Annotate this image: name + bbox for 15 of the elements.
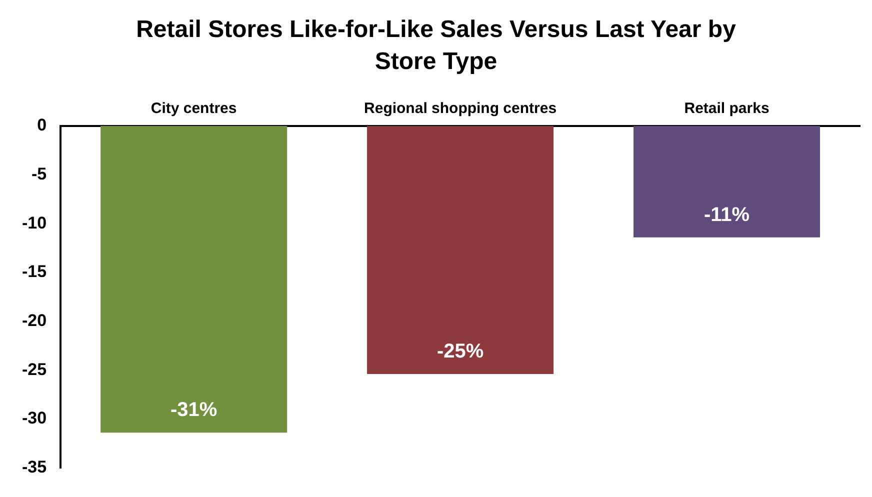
data-label: -25% bbox=[436, 340, 484, 363]
chart-title: Retail Stores Like-for-Like Sales Versus Last Year by Store Type bbox=[136, 15, 736, 77]
x-tick-label: City centres bbox=[150, 100, 237, 118]
y-tick-label: -15 bbox=[22, 262, 47, 282]
y-tick-label: -10 bbox=[22, 213, 47, 232]
x-tick-label: Regional shopping centres bbox=[364, 100, 557, 118]
y-tick-label: -35 bbox=[22, 457, 47, 476]
y-tick-label: -30 bbox=[22, 408, 47, 428]
x-tick-label: Retail parks bbox=[684, 100, 770, 118]
data-label: -11% bbox=[704, 204, 750, 226]
data-label: -31% bbox=[170, 399, 218, 422]
y-tick-label: -20 bbox=[22, 311, 47, 330]
y-tick-label: 0 bbox=[37, 116, 47, 135]
y-tick-label: -25 bbox=[22, 360, 47, 379]
y-tick-label: -5 bbox=[31, 164, 47, 184]
